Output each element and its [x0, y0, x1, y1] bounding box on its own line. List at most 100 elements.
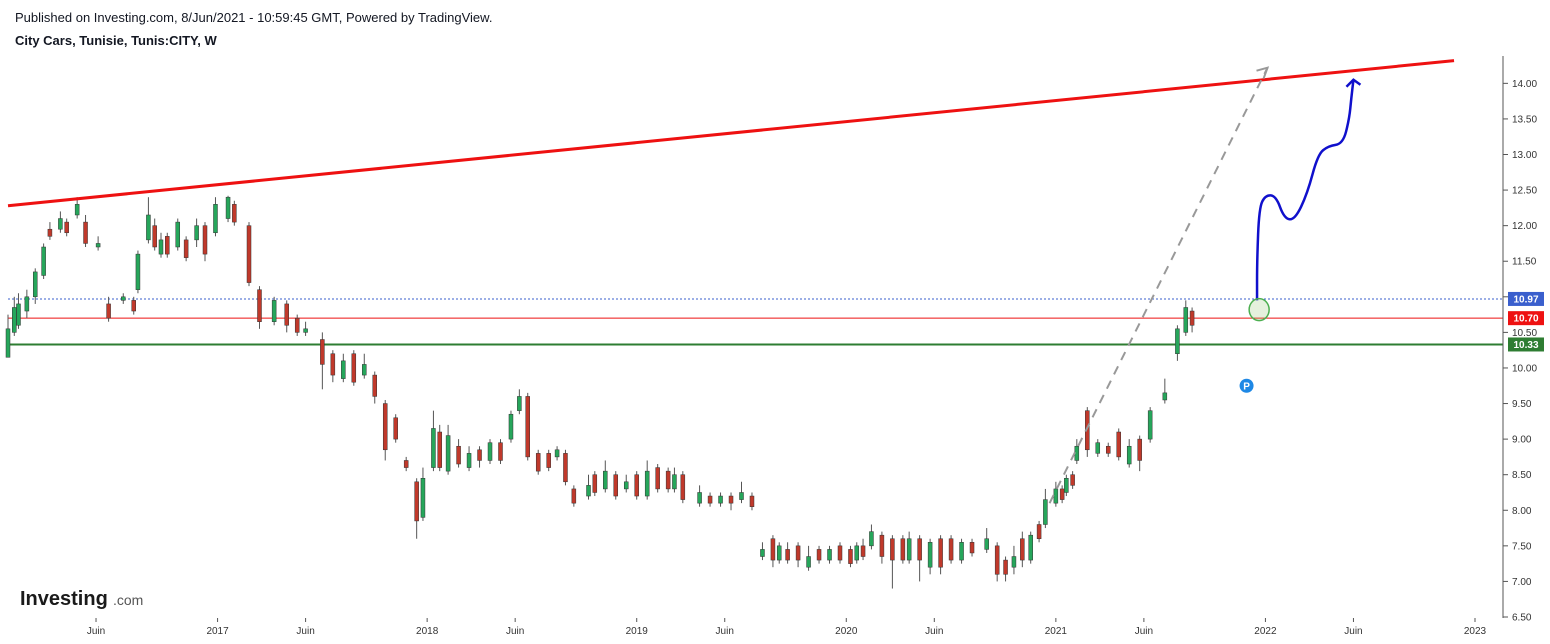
dashed-arrowhead	[1256, 66, 1270, 80]
candle-up	[760, 542, 765, 561]
x-tick-label: 2021	[1045, 626, 1068, 637]
candle-body	[420, 478, 426, 518]
candle-body	[697, 492, 702, 504]
candle-body	[613, 474, 619, 497]
candle-body	[586, 485, 591, 497]
candle-body	[837, 545, 843, 561]
candle-down	[64, 218, 69, 237]
candle-body	[1059, 488, 1065, 500]
candle-body	[24, 296, 30, 312]
candle-up	[806, 545, 811, 571]
candle-up	[146, 197, 151, 244]
candle-body	[1106, 445, 1111, 454]
candle-up	[827, 545, 832, 564]
y-tick-label: 14.00	[1512, 79, 1537, 90]
candle-body	[303, 328, 308, 333]
candle-down	[890, 535, 895, 589]
candle-down	[948, 535, 954, 564]
candle-body	[1003, 559, 1008, 575]
candle-body	[477, 449, 482, 461]
candle-down	[183, 236, 189, 262]
candle-body	[466, 453, 472, 468]
candle-body	[225, 196, 231, 219]
candle-down	[1003, 556, 1008, 582]
candle-body	[860, 545, 866, 557]
candle-body	[546, 453, 551, 468]
candle-body	[1095, 442, 1101, 454]
price-tags: 10.97 10.70 10.33	[1508, 291, 1544, 352]
candle-down	[437, 424, 442, 472]
candle-down	[1070, 471, 1075, 489]
candle-down	[1137, 435, 1142, 472]
candle-body	[1175, 328, 1180, 354]
candle-down	[728, 492, 734, 511]
candle-body	[517, 396, 522, 411]
candle-down	[393, 414, 398, 443]
candle-body	[284, 303, 289, 326]
candle-down	[456, 439, 461, 468]
candle-down	[202, 222, 208, 262]
candle-body	[58, 218, 63, 230]
candle-up	[554, 446, 560, 461]
candle-body	[959, 542, 964, 561]
candle-up	[1011, 545, 1017, 575]
price-tag-label: 10.33	[1513, 340, 1538, 351]
y-tick-label: 10.00	[1512, 363, 1537, 374]
candle-body	[634, 474, 639, 497]
candle-up	[959, 538, 964, 564]
y-tick-label: 11.50	[1512, 257, 1537, 268]
candle-up	[517, 389, 522, 415]
candle-body	[525, 396, 530, 458]
candle-down	[613, 471, 619, 500]
candle-body	[623, 481, 629, 490]
candle-up	[854, 542, 860, 564]
candle-body	[95, 243, 101, 248]
candle-body	[183, 239, 189, 258]
candle-body	[603, 470, 608, 490]
y-tick-label: 12.50	[1512, 186, 1537, 197]
candle-body	[749, 495, 755, 507]
y-tick-label: 13.00	[1512, 150, 1537, 161]
candle-down	[1059, 485, 1065, 504]
price-tag-label: 10.70	[1513, 314, 1538, 325]
candle-down	[131, 296, 136, 315]
price-tag: 10.70	[1508, 311, 1544, 326]
candle-body	[1162, 392, 1168, 401]
candle-body	[83, 221, 88, 244]
candle-down	[152, 218, 157, 251]
candle-down	[525, 392, 530, 461]
candle-down	[1020, 531, 1025, 568]
candle-down	[372, 371, 377, 404]
candle-down	[848, 545, 853, 568]
candle-down	[1116, 428, 1121, 461]
p-marker[interactable]: P	[1239, 378, 1254, 393]
candle-down	[837, 542, 843, 564]
candle-up	[194, 218, 199, 247]
horizontal-lines-group	[8, 298, 1503, 346]
candle-body	[900, 538, 906, 561]
candle-up	[906, 531, 912, 564]
candle-body	[152, 225, 157, 248]
candle-down	[165, 232, 170, 258]
candle-body	[535, 453, 541, 472]
candle-up	[466, 446, 472, 472]
candle-up	[225, 195, 231, 223]
candle-up	[95, 236, 101, 251]
symbol-title: City Cars, Tunisie, Tunis:CITY, W	[15, 33, 217, 48]
candle-down	[592, 471, 598, 497]
investing-logo: Investing .com	[20, 588, 143, 610]
candle-down	[634, 471, 639, 500]
candle-body	[1189, 310, 1195, 326]
x-tick-label: Juin	[296, 626, 314, 637]
candle-down	[106, 296, 111, 322]
candle-down	[563, 449, 568, 486]
candle-body	[64, 221, 69, 234]
candle-down	[571, 485, 577, 507]
candle-up	[672, 467, 677, 493]
candle-down	[680, 471, 686, 504]
published-info: Published on Investing.com, 8/Jun/2021 -…	[15, 10, 493, 25]
x-tick-label: Juin	[925, 626, 943, 637]
candle-body	[232, 204, 237, 223]
x-tick-label: Juin	[1135, 626, 1153, 637]
